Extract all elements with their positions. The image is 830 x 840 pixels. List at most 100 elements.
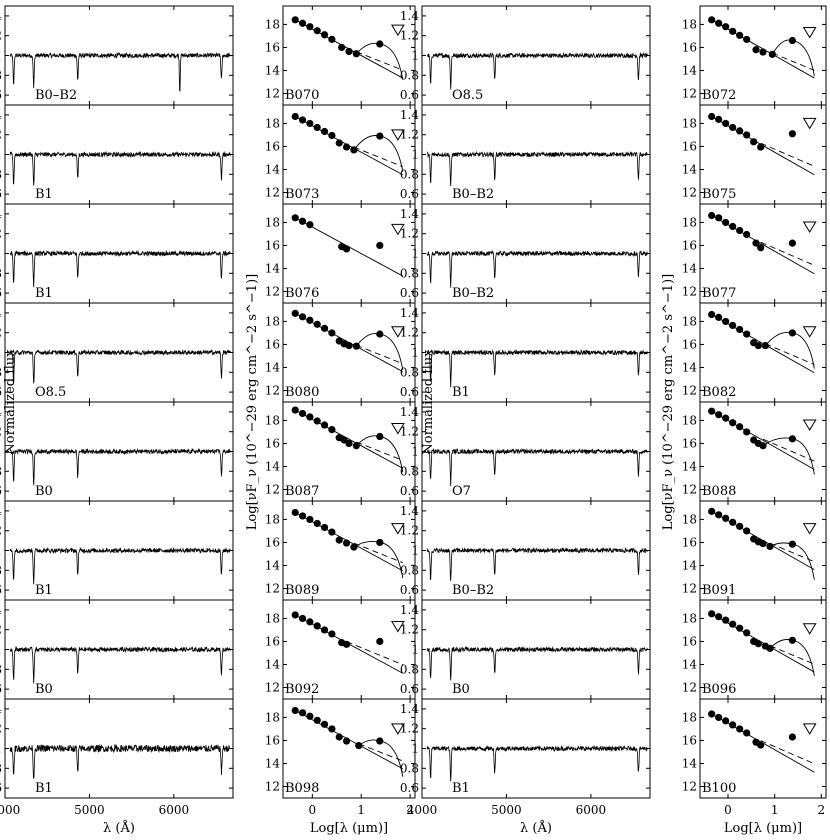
- spectral-type-label: B1: [452, 781, 470, 796]
- sed-x-axis-label: Log[λ (μm)]: [310, 821, 388, 836]
- y-tick-label: 1.2: [400, 128, 419, 142]
- y-tick-label: 14: [265, 657, 281, 671]
- y-tick-label: 12: [265, 779, 280, 793]
- sed-point: [752, 46, 760, 54]
- sed-point: [759, 48, 767, 56]
- sed-point: [313, 622, 321, 630]
- sed-point: [768, 50, 776, 58]
- dashed-model-line: [353, 542, 403, 564]
- dashed-model-line: [358, 743, 403, 762]
- spectral-type-label: B0–B2: [452, 187, 494, 202]
- dashed-model-line: [769, 542, 815, 563]
- sed-point: [736, 31, 744, 39]
- spectral-type-label: B0: [35, 484, 53, 499]
- y-tick-label: 0.8: [0, 167, 2, 181]
- y-tick-label: 18: [265, 611, 280, 625]
- y-tick-label: 0.6: [0, 781, 2, 795]
- y-tick-label: 1.2: [400, 623, 419, 637]
- y-tick-label: 1.2: [0, 722, 2, 736]
- y-tick-label: 14: [265, 459, 281, 473]
- spectral-type-label: B0: [35, 682, 53, 697]
- sed-point: [708, 211, 716, 220]
- y-tick-label: 12: [265, 185, 280, 199]
- sed-point: [759, 539, 767, 548]
- y-tick-label: 0.6: [400, 484, 419, 498]
- y-tick-label: 16: [265, 40, 280, 54]
- upper-limit-triangle: [802, 26, 817, 39]
- y-tick-label: 14: [265, 756, 281, 770]
- panel-r1-c2: [282, 5, 416, 106]
- spectral-type-label: B1: [35, 286, 53, 301]
- sed-point: [376, 432, 384, 441]
- dust-model-curve: [353, 135, 404, 172]
- x-tick-label: 0: [309, 803, 317, 817]
- panel-r2-c2: [282, 104, 416, 205]
- y-tick-label: 16: [265, 535, 280, 549]
- sed-point: [306, 316, 314, 324]
- sed-point: [376, 132, 384, 140]
- sed-point: [335, 536, 343, 544]
- object-id-label: B089: [285, 583, 319, 598]
- x-tick-label: 4000: [0, 803, 20, 817]
- y-tick-label: 16: [682, 238, 697, 252]
- sed-point: [313, 716, 321, 724]
- sed-point: [757, 244, 765, 252]
- sed-point: [306, 23, 314, 31]
- dust-model-curve: [355, 333, 404, 370]
- sed-point: [335, 139, 343, 147]
- sed-point: [743, 527, 751, 535]
- y-tick-label: 1.4: [0, 306, 2, 320]
- y-tick-label: 16: [682, 337, 697, 351]
- panel-r6-c3: [421, 500, 651, 601]
- y-tick-label: 0.8: [400, 68, 419, 82]
- spectrum-line: [9, 743, 231, 779]
- y-tick-label: 0.6: [400, 187, 419, 201]
- y-tick-label: 1.4: [400, 108, 419, 122]
- y-tick-label: 14: [265, 261, 281, 275]
- spectrum-line: [426, 645, 648, 681]
- spectrum-line: [9, 447, 231, 486]
- upper-limit-triangle: [391, 223, 405, 236]
- dashed-model-line: [760, 142, 815, 167]
- y-tick-label: 1.2: [0, 128, 2, 142]
- sed-point: [352, 50, 360, 58]
- x-tick-label: 4000: [407, 803, 438, 817]
- sed-point: [752, 239, 760, 247]
- y-tick-label: 0.8: [400, 266, 419, 280]
- y-tick-label: 12: [682, 185, 697, 199]
- y-tick-label: 0.6: [0, 88, 2, 102]
- spectrum-line: [426, 249, 648, 288]
- sed-point: [342, 143, 351, 151]
- sed-point: [722, 717, 730, 725]
- y-tick-label: 16: [682, 436, 697, 450]
- upper-limit-triangle: [391, 24, 405, 37]
- sed-point: [342, 640, 351, 648]
- sed-point: [313, 27, 321, 35]
- panel-r7-c2: [282, 599, 416, 700]
- y-tick-label: 1.4: [0, 108, 2, 122]
- y-tick-label: 16: [682, 634, 697, 648]
- y-tick-label: 18: [265, 512, 280, 526]
- sed-point: [376, 241, 384, 250]
- y-tick-label: 0.8: [0, 266, 2, 280]
- spectral-type-label: O8.5: [452, 88, 483, 103]
- sed-point: [743, 330, 751, 338]
- spectral-type-label: O7: [452, 484, 471, 499]
- spectral-type-label: O8.5: [35, 385, 66, 400]
- y-tick-label: 0.8: [0, 761, 2, 775]
- upper-limit-triangle: [802, 723, 817, 735]
- dashed-model-line: [356, 344, 403, 365]
- sed-point: [328, 630, 336, 638]
- object-id-label: B082: [702, 385, 736, 400]
- y-tick-label: 0.6: [400, 781, 419, 795]
- dust-model-curve: [356, 435, 404, 473]
- sed-point: [715, 214, 723, 222]
- sed-point: [759, 442, 767, 450]
- object-id-label: B073: [285, 187, 319, 202]
- y-tick-label: 1: [0, 544, 2, 558]
- y-tick-label: 14: [682, 63, 698, 77]
- photosphere-line: [711, 215, 815, 275]
- sed-point: [708, 112, 716, 121]
- y-tick-label: 14: [682, 756, 698, 770]
- y-tick-label: 1.4: [0, 405, 2, 419]
